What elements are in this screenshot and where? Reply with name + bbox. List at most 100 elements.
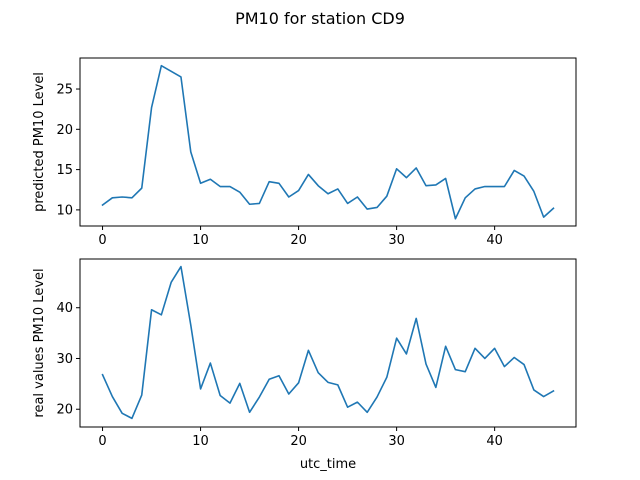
top-data-point — [150, 106, 152, 108]
bottom-axes-frame — [79, 258, 577, 428]
top-subplot: predicted PM10 Level 0 10 20 30 40 10 15 20 25 — [32, 57, 577, 248]
bottom-data-point — [337, 384, 339, 386]
top-data-point — [209, 178, 211, 180]
bottom-data-point — [366, 411, 368, 413]
top-xtick-label: 20 — [290, 233, 307, 248]
top-data-point — [376, 206, 378, 208]
top-data-point — [425, 185, 427, 187]
bottom-data-point — [141, 394, 143, 396]
top-data-point — [278, 182, 280, 184]
bottom-data-point — [523, 363, 525, 365]
top-data-point — [248, 203, 250, 205]
top-axes-frame — [79, 57, 577, 227]
top-data-point — [180, 76, 182, 78]
top-data-point — [395, 168, 397, 170]
figure-title: PM10 for station CD9 — [235, 9, 405, 28]
top-ytick-label: 15 — [56, 163, 73, 178]
bottom-subplot: real values PM10 Level utc_time 0 10 20 30 4… — [32, 258, 577, 472]
top-ylabel: predicted PM10 Level — [32, 72, 47, 212]
bottom-data-point — [493, 347, 495, 349]
top-data-point — [229, 185, 231, 187]
top-data-point — [464, 197, 466, 199]
bottom-data-point — [464, 370, 466, 372]
top-data-point — [307, 173, 309, 175]
top-data-point — [346, 202, 348, 204]
bottom-data-point — [150, 309, 152, 311]
top-data-point — [415, 167, 417, 169]
top-xtick-label: 0 — [98, 233, 106, 248]
bottom-xtick-label: 0 — [98, 434, 106, 449]
bottom-data-point — [229, 402, 231, 404]
top-data-point — [317, 185, 319, 187]
top-series-line-0 — [101, 64, 555, 220]
bottom-data-point — [121, 412, 123, 414]
bottom-xtick-label: 20 — [290, 434, 307, 449]
bottom-data-point — [170, 281, 172, 283]
bottom-data-point — [444, 345, 446, 347]
bottom-data-point — [131, 417, 133, 419]
top-ytick-label: 25 — [56, 83, 73, 98]
top-data-point — [190, 151, 192, 153]
top-data-point — [327, 193, 329, 195]
bottom-xtick-label: 10 — [192, 434, 209, 449]
bottom-data-point — [307, 349, 309, 351]
bottom-data-point — [503, 365, 505, 367]
bottom-xtick-label: 40 — [486, 434, 503, 449]
top-data-point — [503, 185, 505, 187]
bottom-data-point — [454, 368, 456, 370]
top-data-point — [474, 188, 476, 190]
top-data-point — [101, 204, 103, 206]
top-data-point — [356, 196, 358, 198]
top-data-point — [219, 185, 221, 187]
bottom-data-point — [327, 381, 329, 383]
bottom-data-point — [209, 362, 211, 364]
bottom-data-point — [533, 389, 535, 391]
top-data-point — [513, 169, 515, 171]
bottom-data-point — [513, 356, 515, 358]
bottom-data-point — [160, 314, 162, 316]
bottom-ytick-label: 20 — [56, 403, 73, 418]
top-data-point — [493, 185, 495, 187]
top-data-point — [444, 177, 446, 179]
top-data-point — [386, 195, 388, 197]
top-data-point — [268, 180, 270, 182]
top-data-point — [523, 175, 525, 177]
bottom-data-point — [278, 375, 280, 377]
top-ytick-label: 20 — [56, 123, 73, 138]
bottom-data-point — [376, 396, 378, 398]
bottom-data-point — [405, 353, 407, 355]
bottom-data-point — [180, 265, 182, 267]
bottom-data-point — [288, 393, 290, 395]
bottom-data-point — [268, 378, 270, 380]
bottom-data-point — [258, 396, 260, 398]
top-data-point — [484, 185, 486, 187]
bottom-data-point — [297, 382, 299, 384]
bottom-data-point — [239, 382, 241, 384]
top-xtick-label: 30 — [388, 233, 405, 248]
top-data-point — [552, 207, 554, 209]
top-data-point — [111, 197, 113, 199]
bottom-data-point — [346, 406, 348, 408]
top-data-point — [288, 196, 290, 198]
top-data-point — [542, 216, 544, 218]
top-data-point — [258, 202, 260, 204]
bottom-data-point — [552, 390, 554, 392]
top-data-point — [454, 218, 456, 220]
bottom-data-point — [386, 376, 388, 378]
top-data-point — [160, 64, 162, 66]
bottom-xtick-label: 30 — [388, 434, 405, 449]
top-data-point — [533, 190, 535, 192]
top-data-point — [366, 208, 368, 210]
top-data-point — [337, 188, 339, 190]
top-data-point — [239, 191, 241, 193]
bottom-data-point — [101, 374, 103, 376]
bottom-data-point — [219, 394, 221, 396]
top-xtick-label: 10 — [192, 233, 209, 248]
bottom-xlabel: utc_time — [300, 457, 356, 472]
top-xtick-label: 40 — [486, 233, 503, 248]
top-data-point — [405, 176, 407, 178]
bottom-ytick-label: 30 — [56, 352, 73, 367]
bottom-data-point — [435, 386, 437, 388]
bottom-data-point — [190, 324, 192, 326]
top-data-point — [121, 196, 123, 198]
